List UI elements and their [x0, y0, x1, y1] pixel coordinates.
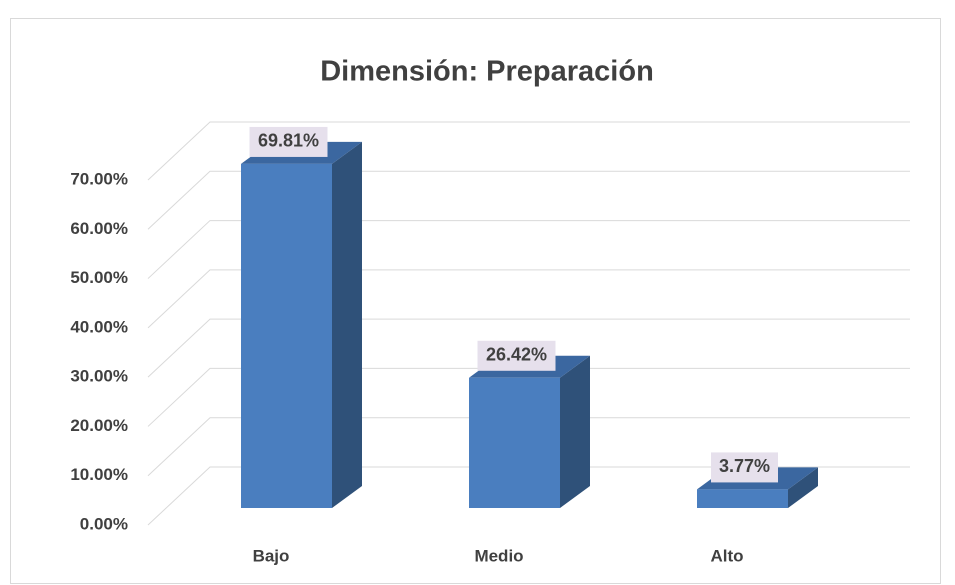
bar-face	[241, 163, 332, 508]
grid-line	[147, 466, 910, 526]
data-label-box	[249, 126, 328, 157]
x-tick-label: Bajo	[253, 546, 290, 565]
data-label: 69.81%	[258, 131, 319, 151]
grid-line	[147, 121, 910, 181]
bar	[241, 141, 362, 508]
grid-line	[147, 367, 910, 427]
y-tick-label: 20.00%	[70, 416, 128, 435]
y-tick-label: 0.00%	[80, 514, 128, 533]
x-tick-label: Medio	[474, 546, 523, 565]
y-tick-label: 30.00%	[70, 367, 128, 386]
bar-face	[697, 489, 788, 508]
data-label: 3.77%	[719, 456, 770, 476]
grid-line	[147, 170, 910, 230]
y-tick-label: 50.00%	[70, 268, 128, 287]
grid-line	[147, 318, 910, 378]
bar-face	[560, 355, 590, 508]
data-label-box	[711, 452, 778, 483]
y-tick-label: 60.00%	[70, 219, 128, 238]
grid-line	[147, 269, 910, 329]
data-label: 26.42%	[486, 345, 547, 365]
bar	[469, 355, 590, 508]
y-tick-label: 40.00%	[70, 317, 128, 336]
grid-line	[147, 220, 910, 279]
bar-face	[469, 377, 560, 508]
y-tick-label: 70.00%	[70, 169, 128, 188]
y-tick-label: 10.00%	[70, 465, 128, 484]
x-tick-label: Alto	[710, 546, 743, 565]
data-label-box	[477, 340, 556, 371]
grid-line	[147, 417, 910, 477]
bar-face	[332, 141, 362, 508]
chart-title: Dimensión: Preparación	[320, 56, 654, 88]
bar-face	[788, 467, 818, 508]
